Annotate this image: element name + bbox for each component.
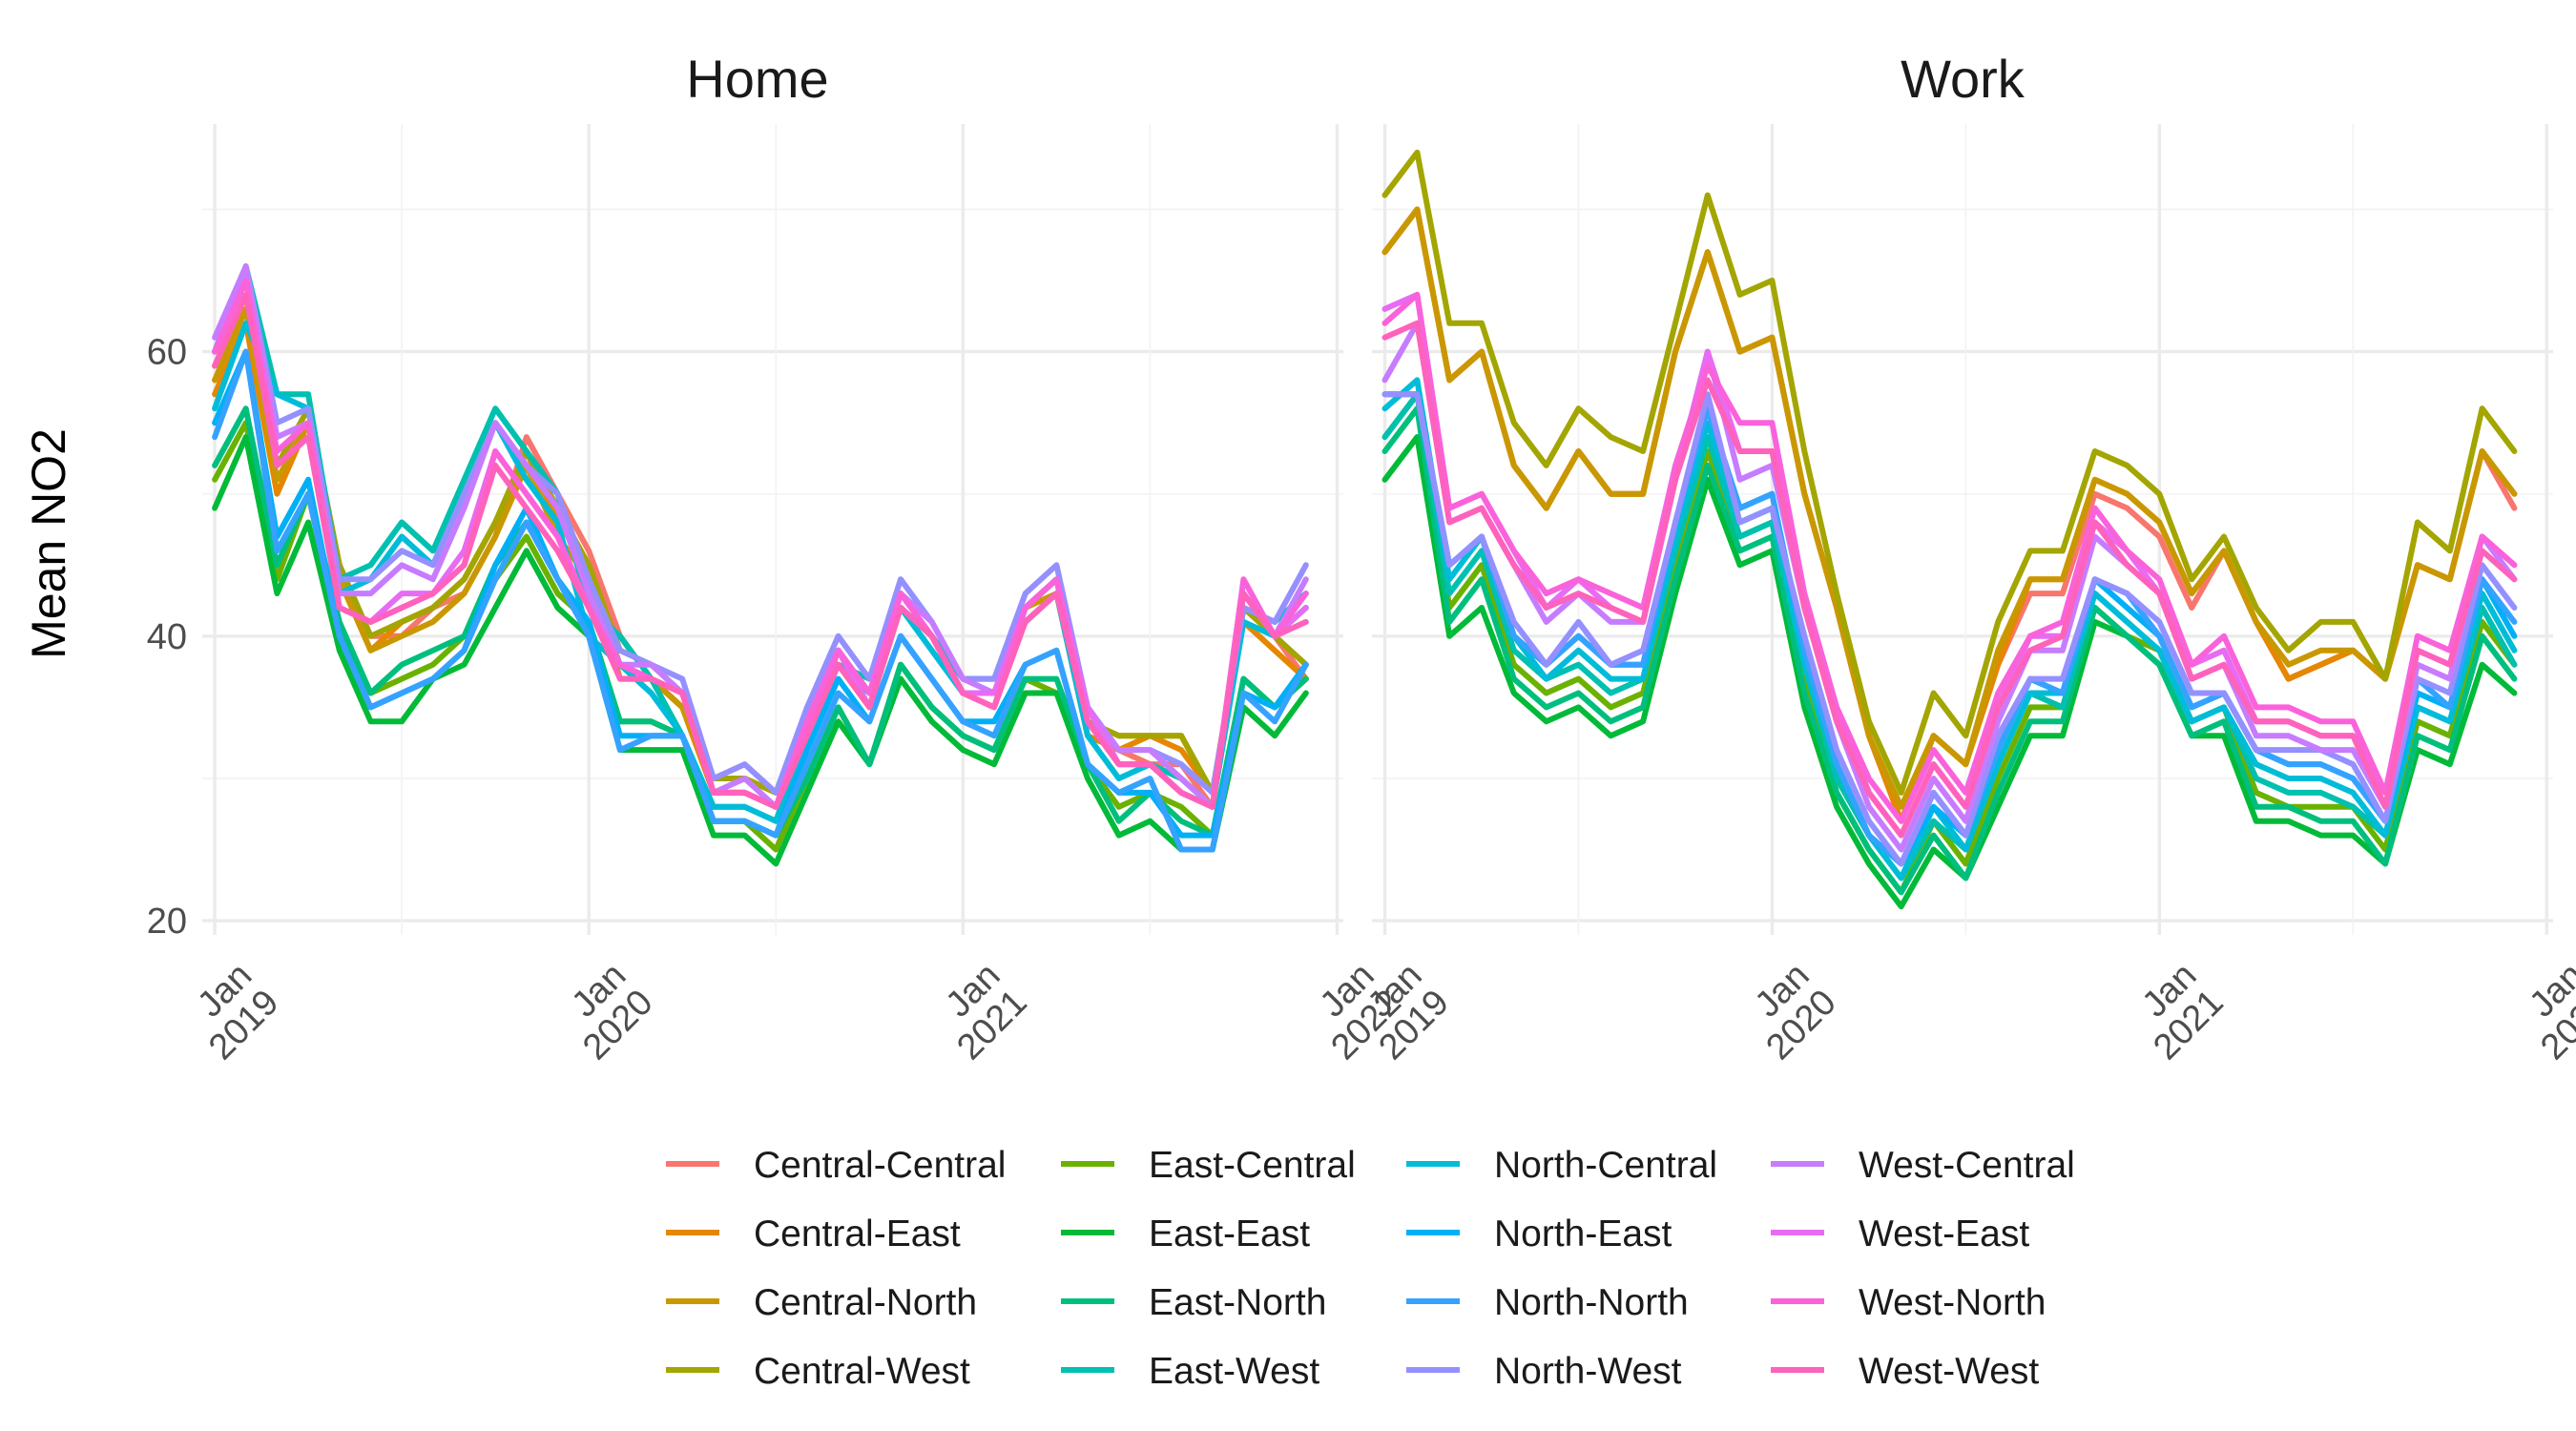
legend-label: East-North <box>1149 1282 1326 1323</box>
series-line-work-east-central <box>1381 391 2518 896</box>
legend-item-north-north: North-North <box>1406 1282 1689 1323</box>
legend-item-central-central: Central-Central <box>666 1145 1006 1186</box>
legend-label: North-West <box>1494 1351 1682 1392</box>
legend-item-north-east: North-East <box>1406 1213 1672 1255</box>
series-line-home-west-west <box>212 291 1309 810</box>
legend-label: West-Central <box>1859 1145 2075 1186</box>
series-line-work-east-north <box>1381 405 2518 896</box>
legend-item-central-east: Central-East <box>666 1213 961 1255</box>
panel-title-work: Work <box>1901 49 2025 109</box>
series-line-home-east-east <box>212 434 1309 867</box>
series-line-work-north-central <box>1381 377 2518 881</box>
legend-label: East-East <box>1149 1213 1310 1255</box>
legend-item-east-north: East-North <box>1061 1282 1326 1323</box>
legend-label: East-Central <box>1149 1145 1356 1186</box>
legend-item-west-central: West-Central <box>1771 1145 2075 1186</box>
y-tick-label-20: 20 <box>147 902 187 942</box>
series-line-work-west-north <box>1381 291 2518 824</box>
legend-label: West-North <box>1859 1282 2046 1323</box>
legend-item-north-central: North-Central <box>1406 1145 1717 1186</box>
legend-label: East-West <box>1149 1351 1319 1392</box>
legend-item-north-west: North-West <box>1406 1351 1682 1392</box>
legend-label: West-East <box>1859 1213 2029 1255</box>
series-line-work-central-west <box>1381 149 2518 796</box>
y-tick-label-60: 60 <box>147 333 187 373</box>
series-line-work-west-west <box>1381 320 2518 839</box>
legend-label: Central-East <box>754 1213 961 1255</box>
legend-label: West-West <box>1859 1351 2039 1392</box>
series-line-work-east-west <box>1381 391 2518 881</box>
legend-item-central-north: Central-North <box>666 1282 977 1323</box>
legend-item-west-north: West-North <box>1771 1282 2046 1323</box>
legend-label: Central-North <box>754 1282 977 1323</box>
legend-item-west-east: West-East <box>1771 1213 2029 1255</box>
legend-item-east-central: East-Central <box>1061 1145 1356 1186</box>
legend-label: Central-West <box>754 1351 970 1392</box>
legend-label: Central-Central <box>754 1145 1006 1186</box>
legend-label: North-Central <box>1494 1145 1717 1186</box>
series-line-home-north-north <box>212 348 1309 853</box>
home-series <box>212 263 1309 867</box>
series-line-work-central-north <box>1381 206 2518 810</box>
legend-item-east-east: East-East <box>1061 1213 1310 1255</box>
legend-item-east-west: East-West <box>1061 1351 1319 1392</box>
legend-item-west-west: West-West <box>1771 1351 2039 1392</box>
panel-title-home: Home <box>686 49 828 109</box>
legend-label: North-East <box>1494 1213 1672 1255</box>
series-line-home-central-west <box>212 291 1309 796</box>
y-tick-label-40: 40 <box>147 617 187 657</box>
legend: Central-Central Central-East Central-North… <box>666 1145 2075 1392</box>
y-axis-ticks: 20 40 60 <box>147 333 187 942</box>
series-line-home-east-central <box>212 420 1309 853</box>
panel-home: Home Jan2019 Jan2020 Jan2021 Jan2022 <box>190 49 1409 1068</box>
legend-item-central-west: Central-West <box>666 1351 970 1392</box>
y-axis-title: Mean NO2 <box>22 428 75 659</box>
series-line-home-north-central <box>212 320 1309 824</box>
work-series <box>1381 149 2518 910</box>
series-line-work-east-east <box>1381 434 2518 910</box>
legend-label: North-North <box>1494 1282 1689 1323</box>
series-line-home-west-central <box>212 263 1309 810</box>
